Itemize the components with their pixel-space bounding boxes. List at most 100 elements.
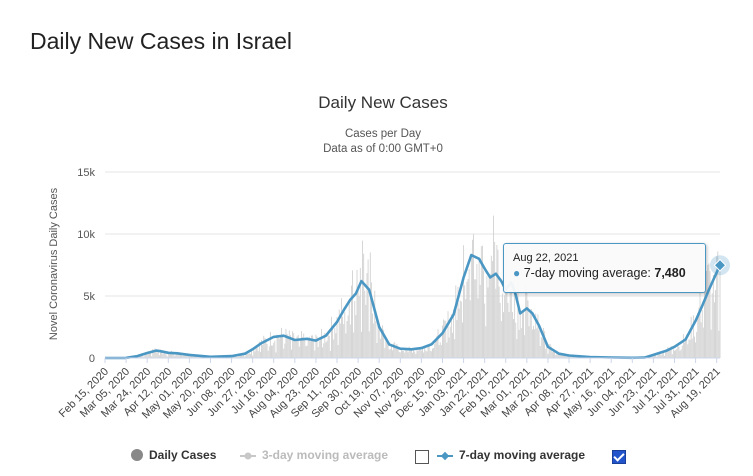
daily-case-bar <box>439 342 441 358</box>
daily-case-bar <box>356 269 358 358</box>
legend-3day[interactable]: 3-day moving average <box>240 445 388 465</box>
daily-case-bar <box>422 346 423 358</box>
daily-case-bar <box>538 330 540 358</box>
daily-case-bar <box>279 335 281 358</box>
daily-case-bar <box>556 350 558 358</box>
chart-subtitle-1: Cases per Day <box>345 128 421 140</box>
daily-case-bar <box>505 288 507 358</box>
daily-cases-bars <box>105 215 721 358</box>
daily-case-bar <box>415 353 417 358</box>
daily-case-bar <box>465 298 467 358</box>
hover-tooltip: Aug 22, 2021 ● 7-day moving average: 7,4… <box>503 243 706 293</box>
daily-case-bar <box>180 354 181 358</box>
daily-case-bar <box>530 308 532 358</box>
daily-case-bar <box>695 342 697 358</box>
hover-marker[interactable] <box>710 255 730 276</box>
daily-case-bar <box>327 332 329 358</box>
daily-case-bar <box>196 355 198 358</box>
daily-case-bar <box>243 354 245 358</box>
daily-case-bar <box>246 350 248 358</box>
daily-case-bar <box>255 347 257 358</box>
daily-case-bar <box>494 242 496 358</box>
daily-case-bar <box>548 344 550 358</box>
daily-case-bar <box>373 323 375 358</box>
daily-case-bar <box>657 354 659 358</box>
daily-case-bar <box>307 338 309 358</box>
daily-case-bar <box>303 333 305 358</box>
daily-case-bar <box>184 355 186 358</box>
daily-case-bar <box>531 329 533 358</box>
daily-case-bar <box>314 350 316 358</box>
three-day-checkbox[interactable] <box>415 450 429 464</box>
daily-case-bar <box>549 343 551 358</box>
daily-case-bar <box>269 331 271 358</box>
daily-case-bar <box>299 338 301 358</box>
daily-case-bar <box>689 339 691 358</box>
daily-case-bar <box>378 325 380 358</box>
daily-case-bar <box>173 353 175 358</box>
daily-case-bar <box>170 352 171 358</box>
daily-case-bar <box>519 310 521 358</box>
daily-case-bar <box>302 336 304 358</box>
daily-case-bar <box>564 354 566 358</box>
daily-case-bar <box>420 350 422 358</box>
daily-case-bar <box>533 325 534 358</box>
daily-case-bar <box>239 355 241 358</box>
daily-case-bar <box>481 245 483 358</box>
daily-case-bar <box>252 355 254 358</box>
daily-case-bar <box>296 336 298 358</box>
daily-case-bar <box>146 354 148 358</box>
daily-case-bar <box>334 328 336 358</box>
daily-case-bar <box>430 351 432 358</box>
tooltip-date: Aug 22, 2021 <box>513 252 579 264</box>
daily-case-bar <box>323 343 325 358</box>
seven-day-legend-icon <box>437 450 453 461</box>
daily-case-bar <box>409 348 411 358</box>
daily-case-bar <box>151 356 153 358</box>
daily-case-bar <box>507 302 509 358</box>
daily-case-bar <box>317 346 319 358</box>
daily-case-bar <box>160 349 161 358</box>
daily-case-bar <box>347 315 349 358</box>
daily-case-bar <box>676 349 678 358</box>
daily-case-bar <box>177 353 179 358</box>
daily-case-bar <box>287 337 289 358</box>
legend-daily-cases[interactable]: Daily Cases <box>131 445 216 465</box>
daily-case-bar <box>459 300 461 358</box>
daily-case-bar <box>485 326 487 358</box>
daily-case-bar <box>295 339 297 358</box>
daily-case-bar <box>171 350 173 358</box>
seven-day-checkbox[interactable] <box>612 450 626 464</box>
daily-case-bar <box>318 341 320 358</box>
daily-case-bar <box>543 328 544 358</box>
daily-case-bar <box>258 341 260 358</box>
daily-case-bar <box>262 344 264 358</box>
daily-case-bar <box>393 343 395 358</box>
daily-case-bar <box>404 352 406 358</box>
daily-case-bar <box>662 350 664 358</box>
daily-case-bar <box>261 339 262 358</box>
daily-case-bar <box>690 316 692 358</box>
daily-case-bar <box>168 352 170 358</box>
daily-case-bar <box>438 345 440 358</box>
daily-case-bar <box>711 293 713 358</box>
daily-case-bar <box>700 322 702 358</box>
daily-case-bar <box>396 343 398 358</box>
daily-case-bar <box>671 354 673 358</box>
daily-case-bar <box>558 354 560 358</box>
daily-case-bar <box>399 352 401 358</box>
daily-case-bar <box>147 351 149 358</box>
daily-case-bar <box>232 356 234 358</box>
daily-case-bar <box>174 355 176 358</box>
daily-case-bar <box>433 348 435 358</box>
daily-case-bar <box>263 335 265 358</box>
daily-case-bar <box>692 315 694 358</box>
daily-case-bar <box>256 347 258 358</box>
daily-case-bar <box>474 279 476 358</box>
daily-case-bar <box>395 347 397 358</box>
daily-case-bar <box>231 356 233 358</box>
daily-case-bar <box>536 328 538 358</box>
legend-7day[interactable]: 7-day moving average <box>437 445 585 465</box>
daily-case-bar <box>155 350 157 358</box>
